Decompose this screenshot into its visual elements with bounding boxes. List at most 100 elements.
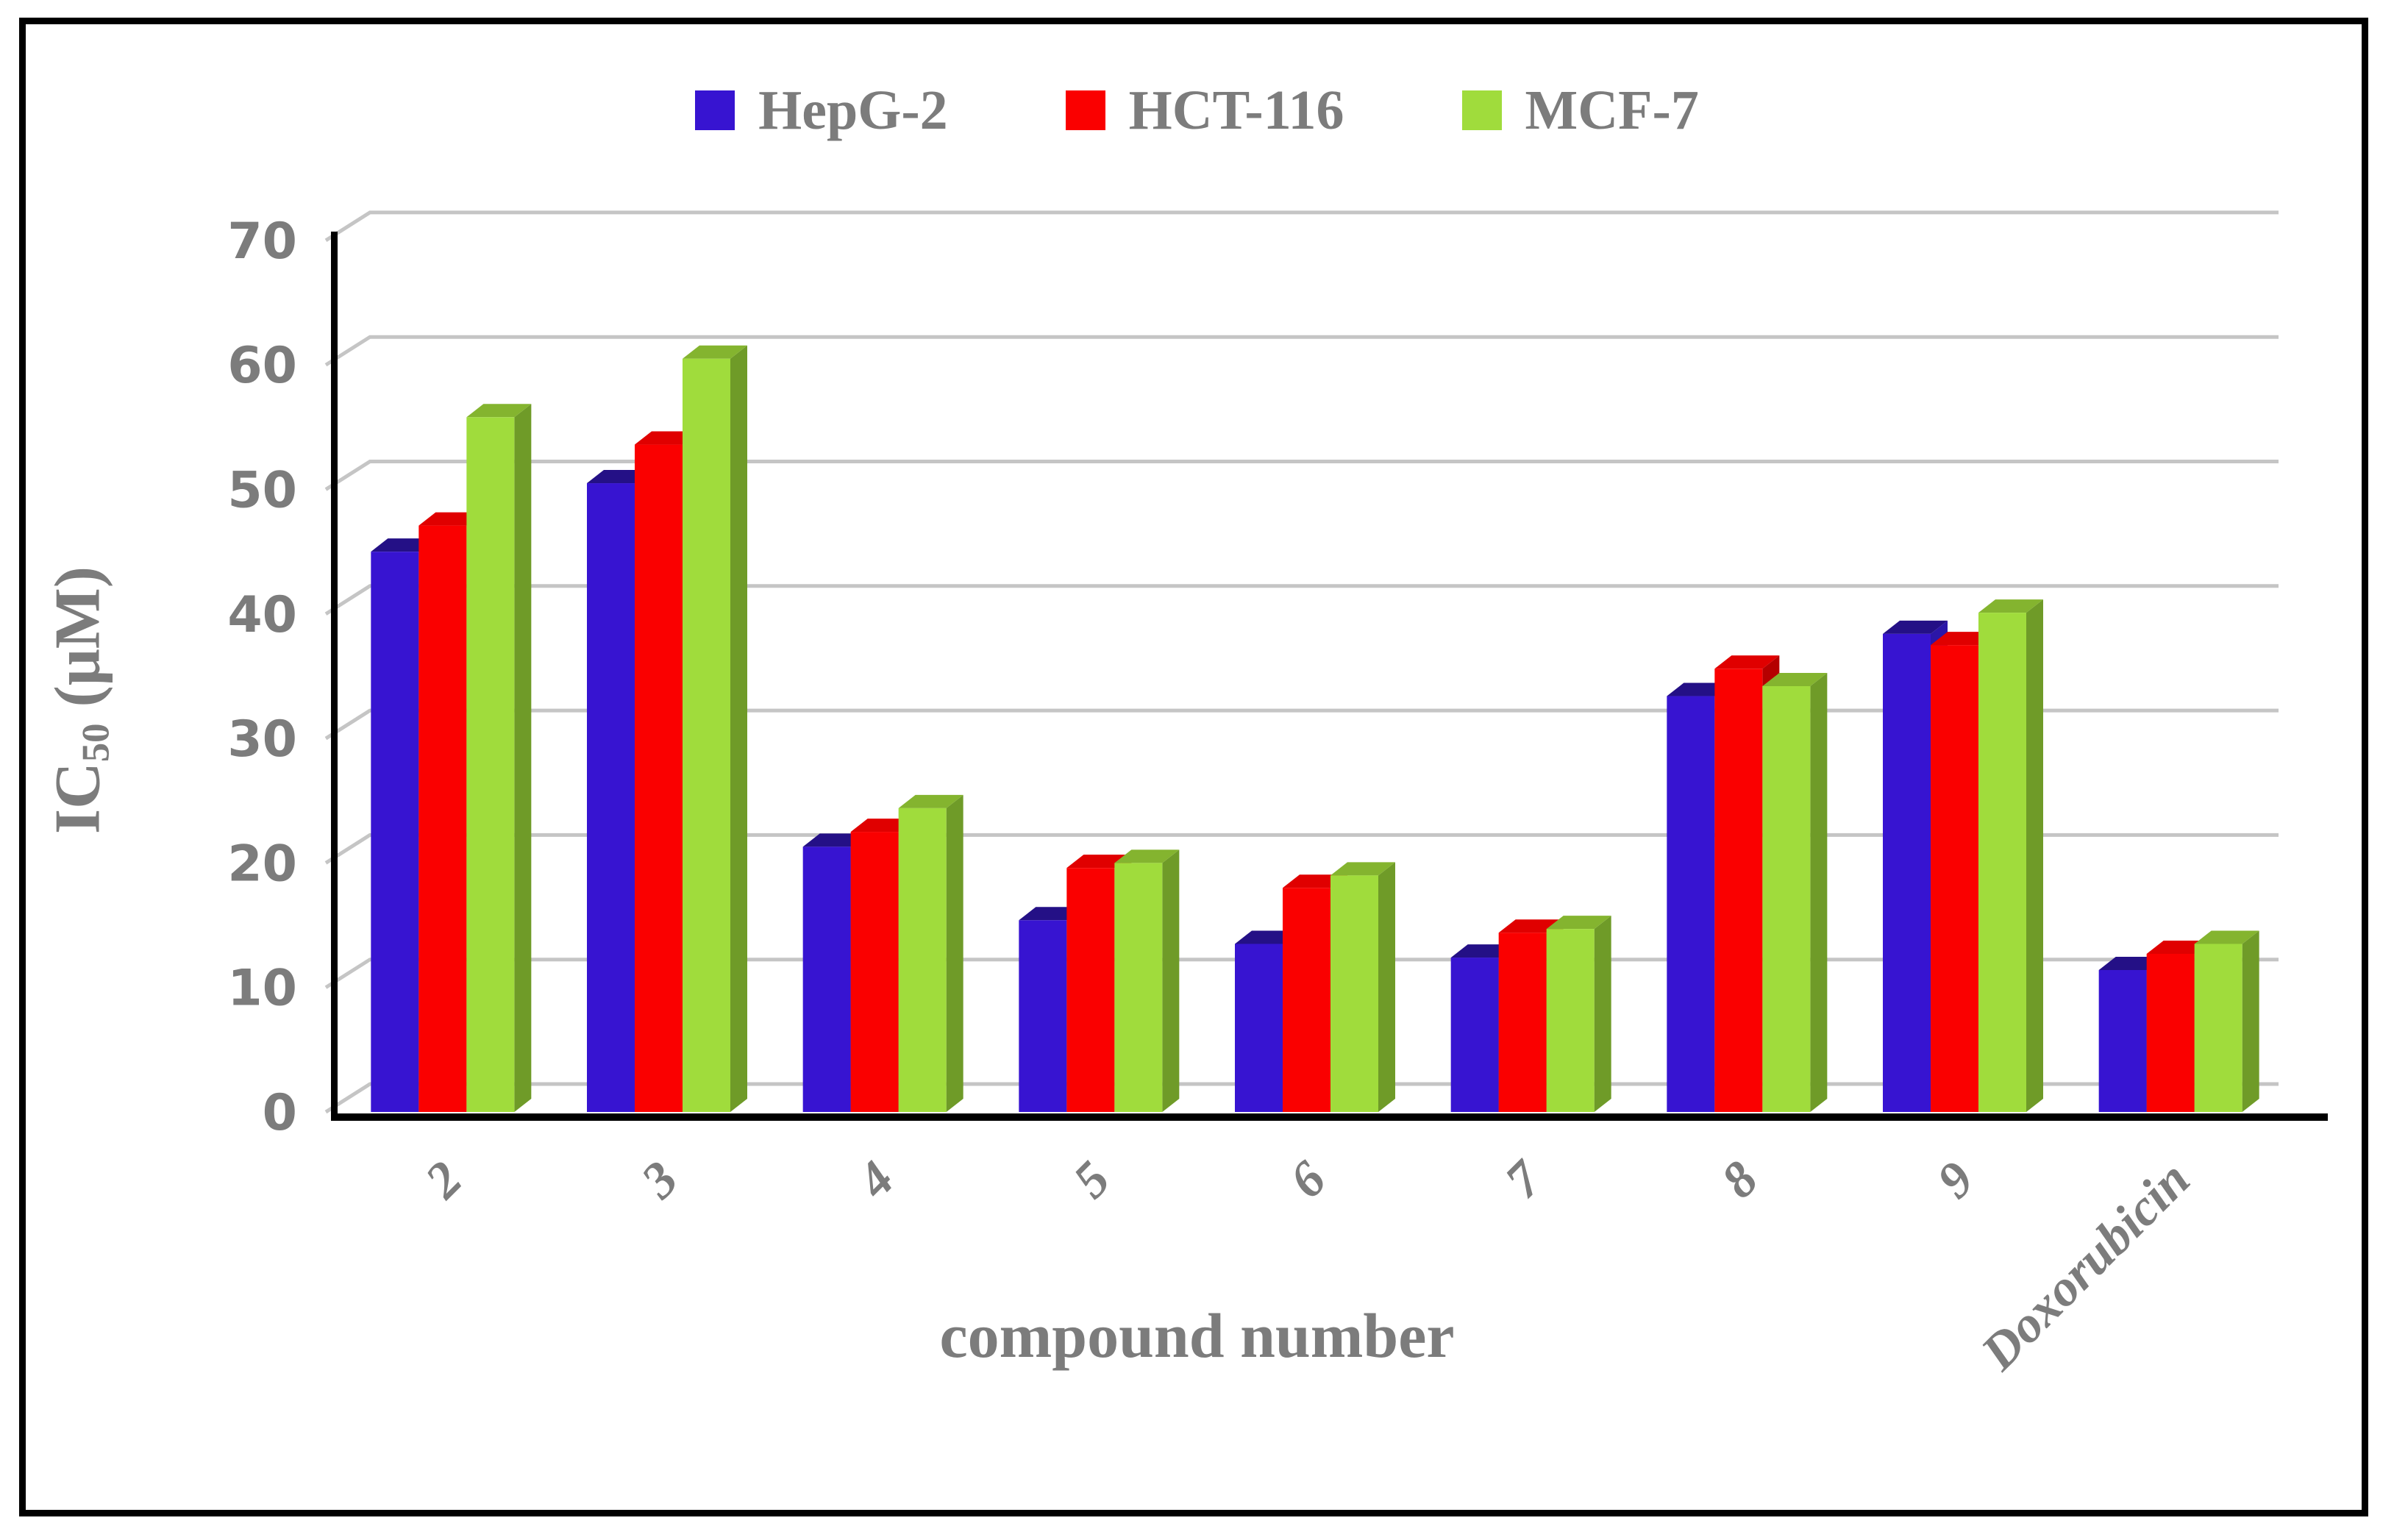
bar-side-face bbox=[514, 404, 532, 1112]
gridline bbox=[324, 958, 2279, 989]
bar-front-face bbox=[1066, 868, 1115, 1112]
x-axis-title: compound number bbox=[939, 1300, 1455, 1371]
x-tick-label-8: 8 bbox=[1711, 1151, 1769, 1209]
legend-swatch-mcf7 bbox=[1461, 90, 1502, 130]
gridline bbox=[324, 584, 2279, 616]
bar-mcf7-6 bbox=[1330, 862, 1395, 1112]
bar-top-face bbox=[1762, 672, 1828, 686]
bar-mcf7-2 bbox=[466, 404, 532, 1112]
bar-top-face bbox=[683, 345, 747, 359]
x-tick-label-7: 7 bbox=[1495, 1149, 1554, 1209]
bar-front-face bbox=[898, 808, 947, 1112]
bar-top-face bbox=[1330, 862, 1395, 876]
y-tick-label-50: 50 bbox=[227, 462, 297, 520]
bar-group-9 bbox=[1883, 599, 2043, 1112]
bar-front-face bbox=[802, 846, 851, 1112]
bar-front-face bbox=[1931, 645, 1978, 1112]
bar-front-face bbox=[1330, 875, 1378, 1112]
legend-swatch-hct116 bbox=[1065, 90, 1105, 130]
bar-front-face bbox=[1450, 958, 1499, 1112]
bar-mcf7-7 bbox=[1546, 916, 1611, 1112]
bar-side-face bbox=[1594, 916, 1611, 1112]
bar-mcf7-doxorubicin bbox=[2194, 930, 2259, 1112]
y-axis-title: IC50 (μM) bbox=[40, 566, 118, 834]
axes bbox=[331, 231, 2328, 1121]
bar-mcf7-5 bbox=[1114, 849, 1180, 1112]
bar-side-face bbox=[946, 794, 963, 1112]
bar-front-face bbox=[418, 525, 467, 1112]
bar-mcf7-9 bbox=[1978, 599, 2043, 1112]
bar-front-face bbox=[1498, 933, 1547, 1112]
bar-side-face bbox=[2026, 599, 2043, 1112]
bar-front-face bbox=[1714, 669, 1763, 1112]
legend-label-hct116: HCT-116 bbox=[1128, 79, 1344, 141]
bar-front-face bbox=[2194, 944, 2242, 1112]
bar-mcf7-4 bbox=[898, 794, 963, 1112]
bar-front-face bbox=[1114, 863, 1163, 1112]
bar-front-face bbox=[1762, 685, 1811, 1112]
x-tick-label-5: 5 bbox=[1063, 1151, 1121, 1209]
bar-group-5 bbox=[1019, 849, 1180, 1112]
y-tick-label-40: 40 bbox=[227, 586, 297, 644]
bar-front-face bbox=[1019, 920, 1067, 1112]
x-tick-label-6: 6 bbox=[1279, 1151, 1337, 1209]
bar-top-face bbox=[1714, 655, 1780, 669]
bar-front-face bbox=[850, 832, 899, 1112]
bar-front-face bbox=[1283, 888, 1330, 1112]
bar-front-face bbox=[466, 417, 515, 1112]
legend-item-hepg2: HepG-2 bbox=[695, 82, 948, 138]
bar-front-face bbox=[2098, 969, 2147, 1112]
bar-group-8 bbox=[1667, 655, 1828, 1112]
legend-item-mcf7: MCF-7 bbox=[1461, 79, 1699, 141]
gridline bbox=[324, 460, 2279, 491]
bar-front-face bbox=[1978, 613, 2026, 1112]
bar-group-7 bbox=[1450, 916, 1611, 1112]
bar-mcf7-3 bbox=[683, 345, 747, 1112]
y-axis-title-main: IC bbox=[42, 762, 114, 835]
figure-border bbox=[19, 18, 2368, 1516]
x-tick-label-4: 4 bbox=[846, 1151, 905, 1211]
y-tick-label-0: 0 bbox=[263, 1084, 297, 1142]
y-axis-line bbox=[331, 231, 338, 1121]
x-tick-label-9: 9 bbox=[1927, 1151, 1985, 1209]
bar-group-2 bbox=[371, 404, 532, 1112]
y-tick-label-60: 60 bbox=[227, 337, 297, 395]
bar-front-face bbox=[1546, 929, 1595, 1112]
bar-front-face bbox=[635, 444, 683, 1112]
bar-group-Doxorubicin bbox=[2098, 930, 2259, 1112]
y-tick-label-30: 30 bbox=[227, 710, 297, 769]
bar-front-face bbox=[683, 358, 730, 1112]
legend: HepG-2 HCT-116 MCF-7 bbox=[0, 82, 2394, 138]
bar-group-3 bbox=[587, 345, 747, 1112]
gridline bbox=[324, 1082, 2279, 1114]
x-tick-label-3: 3 bbox=[630, 1151, 689, 1210]
bar-group-6 bbox=[1235, 862, 1395, 1112]
bars bbox=[371, 345, 2259, 1112]
bar-front-face bbox=[1667, 696, 1715, 1112]
y-axis-title-unit: (μM) bbox=[42, 566, 114, 724]
bar-top-face bbox=[1883, 620, 1948, 634]
legend-item-hct116: HCT-116 bbox=[1065, 79, 1344, 141]
legend-label-hepg2: HepG-2 bbox=[758, 79, 948, 141]
bar-front-face bbox=[2146, 953, 2195, 1112]
gridline bbox=[324, 335, 2279, 367]
bar-front-face bbox=[587, 483, 635, 1112]
bar-front-face bbox=[371, 552, 419, 1112]
gridline bbox=[324, 833, 2279, 865]
bar-top-face bbox=[466, 404, 532, 418]
legend-label-mcf7: MCF-7 bbox=[1525, 79, 1699, 141]
bar-top-face bbox=[1114, 849, 1180, 863]
bar-side-face bbox=[1378, 862, 1395, 1112]
bar-side-face bbox=[1810, 672, 1828, 1112]
legend-swatch-hepg2 bbox=[695, 90, 735, 130]
bar-side-face bbox=[1162, 849, 1180, 1112]
bar-top-face bbox=[898, 794, 963, 808]
y-tick-label-20: 20 bbox=[227, 835, 297, 893]
bar-top-face bbox=[1546, 916, 1611, 930]
y-tick-label-10: 10 bbox=[227, 960, 297, 1018]
bar-side-face bbox=[730, 345, 747, 1112]
x-tick-label-2: 2 bbox=[414, 1151, 473, 1210]
y-axis-title-subscript: 50 bbox=[74, 723, 118, 763]
bar-side-face bbox=[2242, 930, 2259, 1112]
